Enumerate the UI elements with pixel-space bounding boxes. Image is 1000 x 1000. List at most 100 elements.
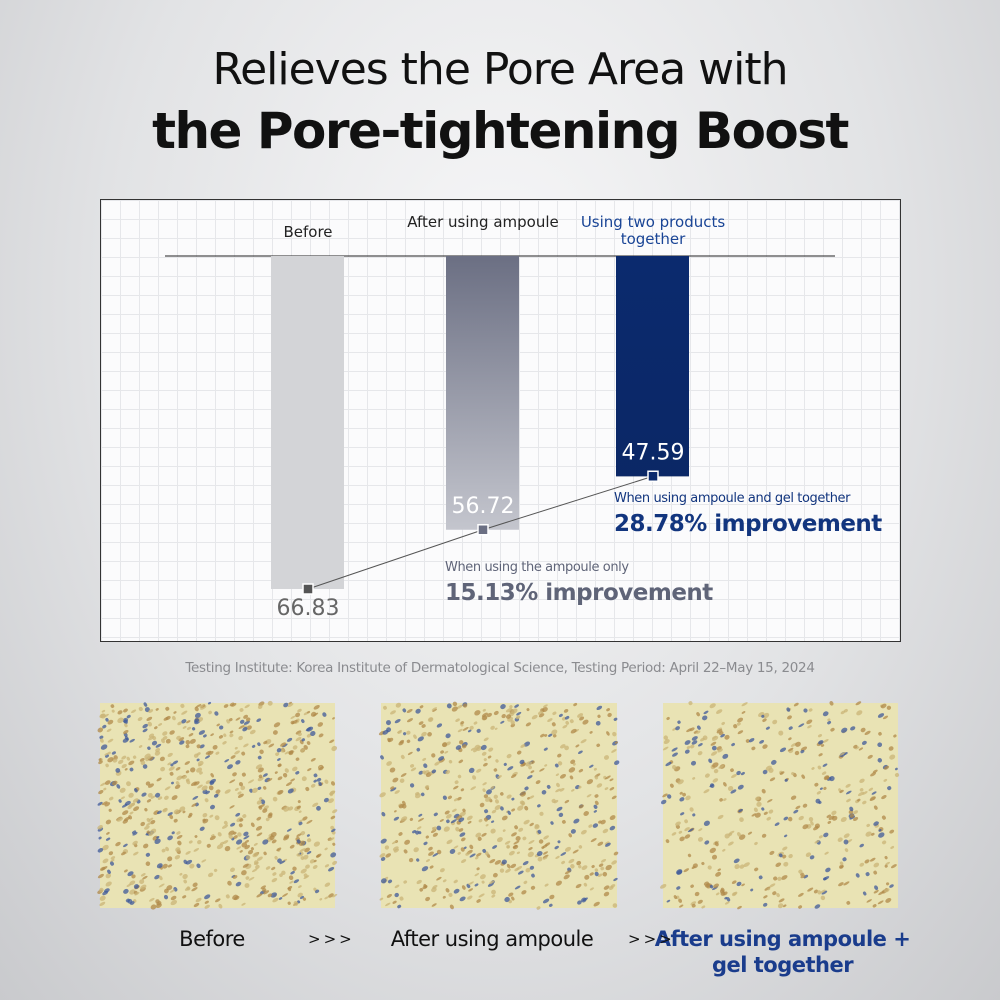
pore	[868, 787, 874, 792]
pore	[432, 826, 437, 831]
pore	[723, 798, 727, 802]
pore	[855, 746, 860, 750]
pore	[316, 854, 320, 858]
pore	[801, 774, 806, 779]
pore	[382, 729, 389, 735]
pore	[702, 715, 708, 721]
pore	[152, 835, 159, 841]
pore	[862, 791, 868, 795]
pore	[890, 864, 897, 869]
pore	[768, 809, 774, 814]
pore	[584, 874, 590, 880]
pore	[159, 865, 163, 870]
pore	[872, 904, 877, 908]
pore	[197, 717, 204, 723]
pore	[318, 781, 322, 786]
pore	[894, 772, 900, 778]
pore	[886, 705, 892, 710]
pore	[733, 858, 740, 864]
pore	[218, 735, 224, 739]
pore	[827, 721, 832, 725]
pore	[777, 876, 782, 881]
pore	[432, 832, 438, 837]
pore	[116, 816, 122, 821]
pore	[302, 897, 307, 901]
pore	[586, 779, 594, 785]
pore	[260, 799, 266, 805]
pore	[449, 904, 454, 910]
pore	[398, 803, 403, 808]
pore	[818, 740, 824, 745]
pore	[324, 864, 330, 868]
pore	[108, 796, 114, 801]
pore	[485, 824, 489, 827]
pore	[430, 829, 437, 833]
pore	[427, 732, 432, 737]
pore	[589, 731, 593, 734]
pore	[510, 863, 517, 869]
pore	[397, 729, 402, 734]
pore	[188, 733, 194, 737]
pore	[243, 743, 249, 748]
pore	[290, 715, 296, 719]
pore	[488, 747, 494, 752]
pore	[500, 704, 506, 710]
pore	[306, 733, 312, 738]
pore	[707, 865, 712, 870]
pore	[467, 820, 472, 824]
pore	[147, 721, 153, 727]
pore	[225, 894, 230, 899]
pore	[881, 889, 888, 894]
pore	[256, 816, 262, 821]
pore	[138, 745, 143, 748]
pore	[731, 880, 737, 885]
pore	[124, 723, 128, 728]
pore	[736, 881, 742, 887]
pore	[196, 863, 201, 869]
pore	[245, 855, 251, 860]
pore	[197, 839, 202, 845]
pore	[241, 772, 246, 777]
pore	[318, 782, 324, 787]
pore	[235, 812, 241, 817]
pore	[873, 870, 878, 875]
pore	[597, 714, 601, 718]
pore	[446, 813, 452, 819]
pore	[609, 787, 615, 791]
pore	[205, 780, 211, 784]
pore	[500, 792, 504, 796]
pore	[245, 863, 252, 870]
pore	[380, 856, 386, 862]
pore	[561, 860, 566, 865]
pore	[208, 710, 212, 715]
pore	[241, 751, 246, 756]
pore	[176, 834, 183, 840]
pore	[144, 707, 150, 713]
pore	[207, 751, 214, 756]
pore	[813, 826, 819, 831]
pore	[390, 710, 396, 715]
pore	[728, 833, 733, 837]
pore	[462, 726, 469, 731]
pore	[489, 880, 495, 885]
pore	[298, 810, 302, 813]
pore	[122, 717, 129, 723]
pore	[229, 702, 235, 707]
pore	[328, 893, 334, 898]
pore	[665, 761, 672, 767]
pore	[530, 770, 535, 774]
pore	[521, 890, 527, 895]
annotation: When using the ampoule only	[445, 560, 629, 575]
pore	[442, 795, 447, 800]
pore	[131, 874, 136, 879]
pore	[222, 840, 229, 844]
pore	[436, 876, 442, 881]
pore	[487, 755, 492, 759]
pore	[122, 810, 129, 816]
pore	[446, 839, 453, 845]
pore	[762, 769, 768, 775]
pore	[523, 741, 531, 747]
pore	[137, 717, 143, 721]
pore	[880, 704, 884, 708]
